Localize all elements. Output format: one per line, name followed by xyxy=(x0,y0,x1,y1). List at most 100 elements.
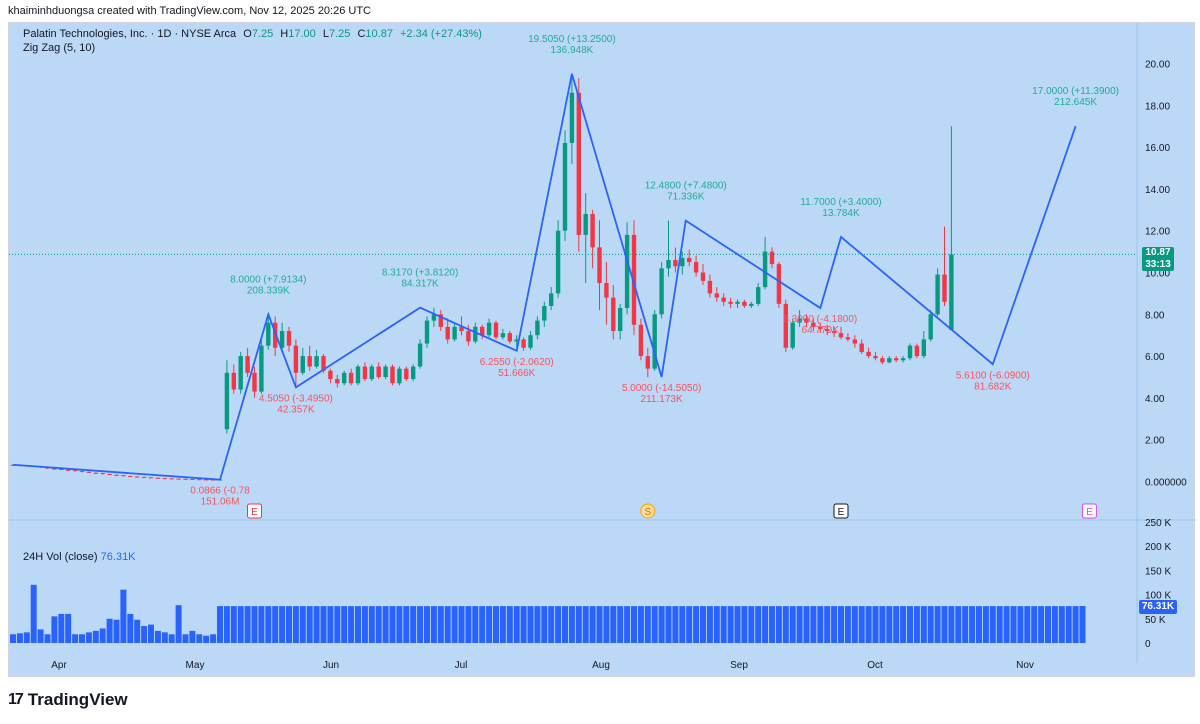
candle-body xyxy=(852,339,857,344)
candle-body xyxy=(404,368,409,380)
tradingview-mark-icon: 17 xyxy=(8,691,24,708)
volume-bar xyxy=(920,606,927,643)
candle-body xyxy=(93,472,98,474)
volume-bar xyxy=(499,606,506,643)
candle-body xyxy=(466,331,471,342)
volume-bar xyxy=(168,634,175,643)
volume-bar xyxy=(458,606,465,643)
zigzag-pivot-volume: 42.357K xyxy=(277,404,315,415)
candle-body xyxy=(79,471,85,473)
volume-bar xyxy=(223,606,230,643)
candle-body xyxy=(204,479,209,481)
candle-body xyxy=(728,301,733,304)
zigzag-pivot-volume: 84.317K xyxy=(401,279,439,290)
indicator-legend[interactable]: Zig Zag (5, 10) xyxy=(23,42,96,54)
candle-body xyxy=(680,257,685,267)
symbol-title[interactable]: Palatin Technologies, Inc. · 1D · NYSE A… xyxy=(23,28,237,40)
candle-body xyxy=(224,372,230,430)
volume-label: 24H Vol (close) xyxy=(23,551,98,563)
volume-bar xyxy=(203,635,210,643)
volume-tag: 76.31K xyxy=(1139,600,1177,614)
tradingview-logo[interactable]: 17 TradingView xyxy=(8,690,128,710)
volume-bar xyxy=(589,606,596,643)
candle-body xyxy=(411,366,416,380)
candle-body xyxy=(831,331,837,334)
volume-bar xyxy=(941,606,948,643)
candle-body xyxy=(286,331,292,346)
volume-bar xyxy=(265,606,272,643)
volume-bar xyxy=(430,606,437,643)
candle-body xyxy=(383,366,388,377)
volume-bar xyxy=(424,606,430,643)
volume-bar xyxy=(982,606,989,643)
volume-bar xyxy=(741,606,748,643)
volume-bar xyxy=(955,606,962,643)
volume-bar xyxy=(865,606,872,643)
price-tick-label: 16.00 xyxy=(1145,143,1170,154)
candle-body xyxy=(714,293,719,298)
candle-body xyxy=(197,479,202,481)
chart-svg[interactable]: 20.00 18.00 16.00 14.00 12.00 10.00 8.00 6.00 4.… xyxy=(9,23,1196,678)
zigzag-pivot-label: 11.7000 (+3.4000) xyxy=(800,197,881,208)
candle-body xyxy=(362,366,368,380)
candle-body xyxy=(756,287,761,304)
volume-bar xyxy=(506,606,513,643)
candle-body xyxy=(942,274,947,302)
volume-bar xyxy=(72,634,79,643)
candle-body xyxy=(514,339,519,342)
candle-body xyxy=(335,379,340,384)
candle-body xyxy=(183,478,188,480)
candle-body xyxy=(618,308,623,332)
volume-legend[interactable]: 24H Vol (close) 76.31K xyxy=(23,551,136,563)
candle-body xyxy=(845,337,851,340)
candle-body xyxy=(141,476,147,478)
volume-bar xyxy=(810,606,817,643)
volume-bar xyxy=(796,606,803,643)
candle-body xyxy=(569,92,575,143)
volume-tick-label: 100 K xyxy=(1145,591,1171,602)
volume-bar xyxy=(527,606,534,643)
candle-body xyxy=(907,345,913,359)
candle-body xyxy=(804,318,809,323)
volume-bar xyxy=(382,606,389,643)
volume-bar xyxy=(292,606,299,643)
candle-body xyxy=(790,322,795,348)
volume-bar xyxy=(513,606,520,643)
candle-body xyxy=(818,326,823,329)
chart-frame[interactable]: 20.00 18.00 16.00 14.00 12.00 10.00 8.00 6.00 4.… xyxy=(8,22,1196,678)
volume-bar xyxy=(637,606,644,643)
candle-body xyxy=(638,324,644,357)
candle-body xyxy=(162,478,167,480)
volume-bar xyxy=(320,606,327,643)
volume-bar xyxy=(16,633,23,643)
volume-bar xyxy=(465,606,472,643)
volume-bar xyxy=(610,606,617,643)
candle-body xyxy=(355,366,361,384)
candle-body xyxy=(273,322,278,348)
volume-bar xyxy=(624,606,631,643)
price-tick-label: 6.00 xyxy=(1145,352,1165,363)
volume-bar xyxy=(272,606,279,643)
volume-bar xyxy=(844,606,851,643)
zigzag-pivot-label: 19.5050 (+13.2500) xyxy=(528,34,616,45)
volume-bar xyxy=(534,606,541,643)
volume-bar xyxy=(568,606,575,643)
candle-body xyxy=(438,314,443,327)
candle-body xyxy=(238,356,243,390)
volume-bar xyxy=(1045,606,1051,643)
volume-bar xyxy=(575,606,582,643)
time-tick-label: May xyxy=(186,660,205,671)
event-marker-icon xyxy=(247,503,262,519)
candle-body xyxy=(624,234,630,309)
volume-bar xyxy=(182,634,189,643)
zigzag-pivot-volume: 212.645K xyxy=(1054,97,1097,108)
volume-bar xyxy=(948,606,955,643)
volume-bar xyxy=(479,606,486,643)
volume-bar xyxy=(51,616,58,643)
candle-body xyxy=(631,234,637,325)
candle-body xyxy=(762,251,768,288)
volume-bar xyxy=(210,634,217,643)
candle-body xyxy=(148,477,154,479)
candle-body xyxy=(424,320,430,344)
volume-bar xyxy=(472,606,479,643)
